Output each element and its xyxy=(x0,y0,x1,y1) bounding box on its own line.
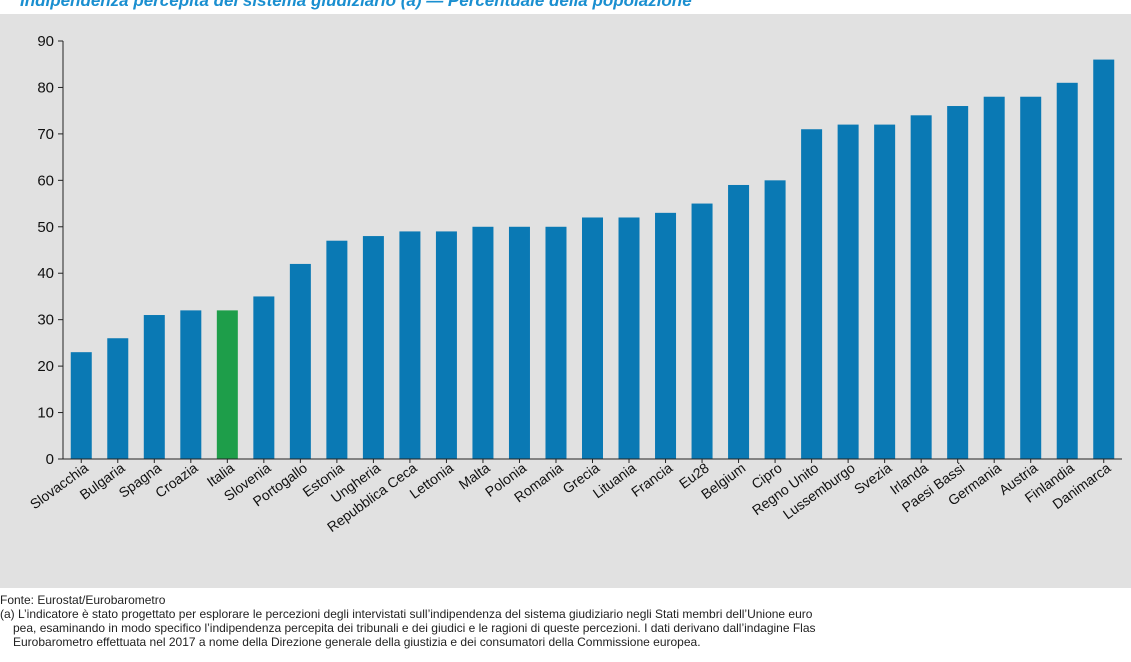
bar-paesi-bassi xyxy=(947,106,969,460)
bar-slovacchia xyxy=(70,352,92,459)
bar-croazia xyxy=(180,310,202,459)
bar-lettonia xyxy=(435,231,457,459)
x-tick-label: Francia xyxy=(628,459,675,500)
y-tick-label: 80 xyxy=(37,79,54,96)
bar-malta xyxy=(472,226,494,459)
bar-estonia xyxy=(326,240,348,459)
bar-danimarca xyxy=(1093,59,1115,459)
bar-chart: 0 10 20 30 40 50 60 70 80 90 SlovacchiaBulgariaSp… xyxy=(27,33,1122,535)
footnote-line: (a) L’indicatore è stato progettato per … xyxy=(0,607,813,621)
bar-belgium xyxy=(728,184,750,459)
chart-panel: 0 10 20 30 40 50 60 70 80 90 Slovacchia Bulgaria Sp… xyxy=(0,14,1131,588)
bar-spagna xyxy=(143,315,165,459)
bar-eu28 xyxy=(691,203,713,459)
bar-irlanda xyxy=(910,115,932,460)
y-tick-label: 60 xyxy=(37,172,54,189)
bar-italia xyxy=(216,310,238,459)
bar-cipro xyxy=(764,180,786,460)
y-tick-label: 20 xyxy=(37,358,54,375)
bar-regno-unito xyxy=(801,129,823,459)
bar-ungheria xyxy=(362,236,384,459)
y-tick-label: 50 xyxy=(37,219,54,236)
bar-slovenia xyxy=(253,296,275,459)
bar-portogallo xyxy=(289,263,311,459)
bar-austria xyxy=(1020,96,1042,459)
bar-francia xyxy=(655,212,677,459)
bar-finlandia xyxy=(1056,82,1078,460)
y-tick-label: 70 xyxy=(37,126,54,143)
bar-lussemburgo xyxy=(837,124,859,459)
source-note: Fonte: Eurostat/Eurobarometro xyxy=(0,593,166,607)
bar-polonia xyxy=(508,226,530,459)
y-tick-label: 40 xyxy=(37,265,54,282)
bars-group xyxy=(70,59,1115,463)
bar-svezia xyxy=(874,124,896,459)
y-tick-label: 10 xyxy=(37,405,54,422)
y-tick-label: 30 xyxy=(37,312,54,329)
footnotes: Fonte: Eurostat/Eurobarometro (a) L’indi… xyxy=(0,593,1131,662)
bar-bulgaria xyxy=(107,338,129,459)
bar-germania xyxy=(983,96,1005,459)
y-tick-label: 0 xyxy=(46,451,54,468)
y-axis: 0 10 20 30 40 50 60 70 80 90 xyxy=(37,33,64,468)
x-tick-label: Croazia xyxy=(152,459,201,500)
x-tick-label: Svezia xyxy=(851,459,895,497)
bar-repubblica-ceca xyxy=(399,231,421,459)
chart-title-strip: Indipendenza percepita del sistema giudi… xyxy=(0,0,1131,14)
footnote-line: pea, esaminando in modo specifico l’indi… xyxy=(13,621,816,635)
bar-romania xyxy=(545,226,567,459)
bar-grecia xyxy=(582,217,603,459)
y-tick-label: 90 xyxy=(37,33,54,50)
bar-lituania xyxy=(618,217,640,459)
chart-title: Indipendenza percepita del sistema giudi… xyxy=(20,0,692,10)
footnote-line: Eurobarometro effettuata nel 2017 a nome… xyxy=(13,635,701,649)
